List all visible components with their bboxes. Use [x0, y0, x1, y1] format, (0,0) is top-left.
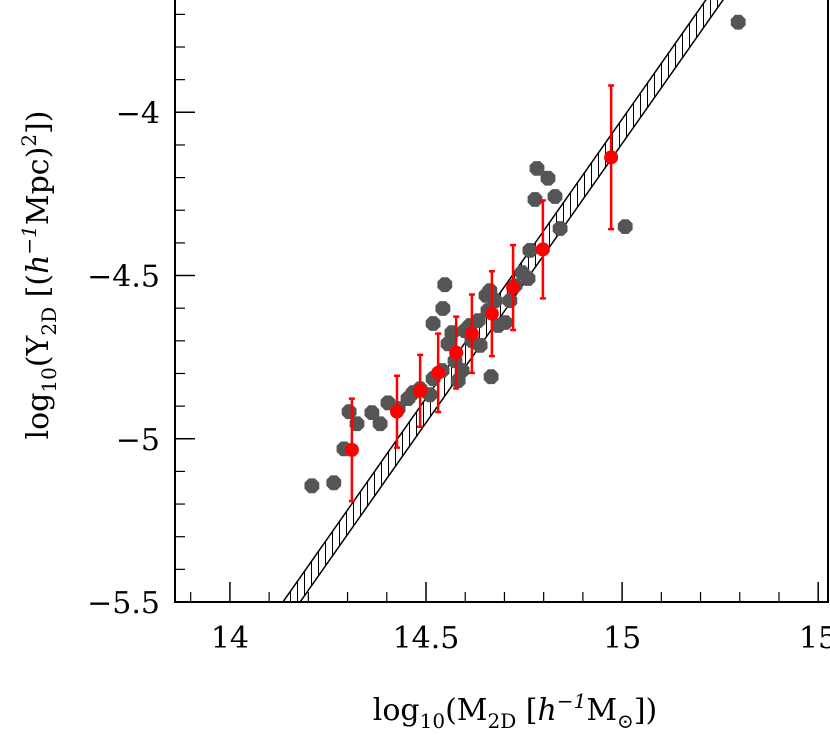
label-part: (M: [445, 693, 487, 728]
point: [454, 363, 470, 378]
x-axis-label: log10(M2D [h−1M⊙]): [373, 689, 657, 733]
label-part: M: [586, 693, 617, 728]
point: [431, 365, 446, 380]
point: [730, 14, 746, 30]
label-part: h: [21, 255, 56, 274]
point: [529, 161, 545, 176]
point: [552, 221, 568, 236]
point: [527, 192, 543, 207]
y-tick-label: −5.5: [87, 586, 160, 621]
y-tick-label: −5: [116, 423, 160, 458]
point: [435, 301, 451, 316]
axes-frame: [174, 0, 829, 603]
point: [483, 369, 499, 385]
point: [522, 243, 538, 258]
point: [425, 316, 441, 331]
x-tick-label: 15: [603, 621, 641, 656]
point: [540, 170, 556, 186]
label-part: log: [373, 693, 420, 728]
point: [506, 280, 521, 295]
point: [502, 293, 518, 309]
label-part: [(: [21, 274, 56, 307]
point: [437, 277, 453, 293]
point: [349, 416, 365, 432]
point: [413, 383, 428, 398]
point: [470, 313, 486, 328]
y-axis-label: log10(Y2D [(h−1Mpc)2]): [17, 111, 61, 440]
x-tick-label: 15: [799, 621, 830, 656]
point: [372, 416, 388, 432]
point: [449, 345, 464, 360]
point: [484, 306, 499, 321]
x-tick-label: 14: [211, 621, 249, 656]
point: [535, 242, 550, 257]
plot-area: [281, 0, 746, 602]
label-part: ]): [21, 111, 56, 134]
point: [472, 338, 488, 353]
point: [487, 293, 503, 309]
label-part: h: [538, 693, 557, 728]
label-part: ⊙: [617, 709, 634, 733]
label-part: log: [21, 393, 56, 440]
point: [304, 478, 320, 494]
label-part: −1: [17, 225, 41, 254]
label-part: 10: [420, 709, 445, 733]
label-part: [: [516, 693, 537, 728]
label-part: 2: [17, 134, 41, 147]
label-part: −1: [557, 689, 586, 713]
point: [389, 404, 404, 419]
y-tick-label: −4.5: [87, 260, 160, 295]
label-part: 10: [37, 367, 61, 392]
point: [464, 326, 479, 341]
point: [604, 150, 619, 165]
label-part: ]): [634, 693, 657, 728]
label-part: (Y: [21, 334, 56, 367]
y-tick-label: −4: [116, 96, 160, 131]
point: [547, 189, 563, 204]
point: [520, 271, 536, 286]
x-tick-label: 14.5: [393, 621, 460, 656]
label-part: 2D: [488, 709, 517, 733]
point: [497, 315, 513, 330]
label-part: 2D: [37, 307, 61, 336]
point: [617, 219, 633, 234]
point: [364, 405, 380, 420]
point: [326, 475, 342, 491]
point: [344, 442, 359, 457]
label-part: Mpc): [21, 147, 56, 225]
